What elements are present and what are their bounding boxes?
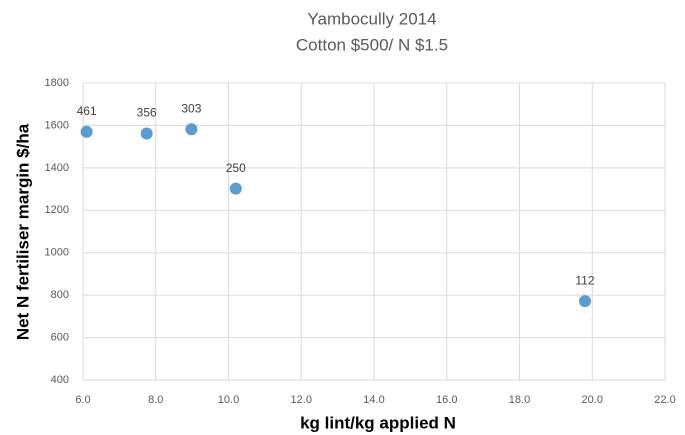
data-label: 250	[226, 161, 246, 175]
y-tick-label: 1000	[45, 247, 69, 259]
y-tick-label: 800	[51, 289, 69, 301]
chart-subtitle: Cotton $500/ N $1.5	[296, 35, 448, 54]
data-label: 303	[181, 101, 201, 115]
data-label: 461	[77, 104, 97, 118]
y-tick-label: 1600	[45, 119, 69, 131]
y-tick-label: 1200	[45, 204, 69, 216]
x-axis-title: kg lint/kg applied N	[300, 413, 456, 432]
data-label: 112	[575, 273, 594, 287]
point	[80, 125, 93, 138]
x-tick-label: 16.0	[436, 394, 457, 406]
y-tick-label: 400	[51, 374, 69, 386]
point	[140, 127, 153, 140]
x-tick-label: 14.0	[363, 394, 384, 406]
x-tick-label: 10.0	[218, 394, 239, 406]
x-tick-label: 22.0	[654, 394, 675, 406]
x-tick-label: 20.0	[582, 394, 603, 406]
point	[229, 182, 242, 195]
data-label: 356	[137, 106, 157, 120]
y-tick-label: 600	[51, 331, 69, 343]
x-tick-label: 12.0	[291, 394, 312, 406]
x-tick-label: 6.0	[75, 394, 90, 406]
y-axis-title: Net N fertiliser margin $/ha	[13, 123, 32, 340]
chart-title: Yambocully 2014	[307, 9, 436, 28]
point	[185, 123, 198, 136]
y-tick-label: 1400	[45, 162, 69, 174]
x-tick-label: 18.0	[509, 394, 530, 406]
point	[578, 295, 591, 308]
y-tick-label: 1800	[45, 77, 69, 89]
x-tick-label: 8.0	[148, 394, 163, 406]
